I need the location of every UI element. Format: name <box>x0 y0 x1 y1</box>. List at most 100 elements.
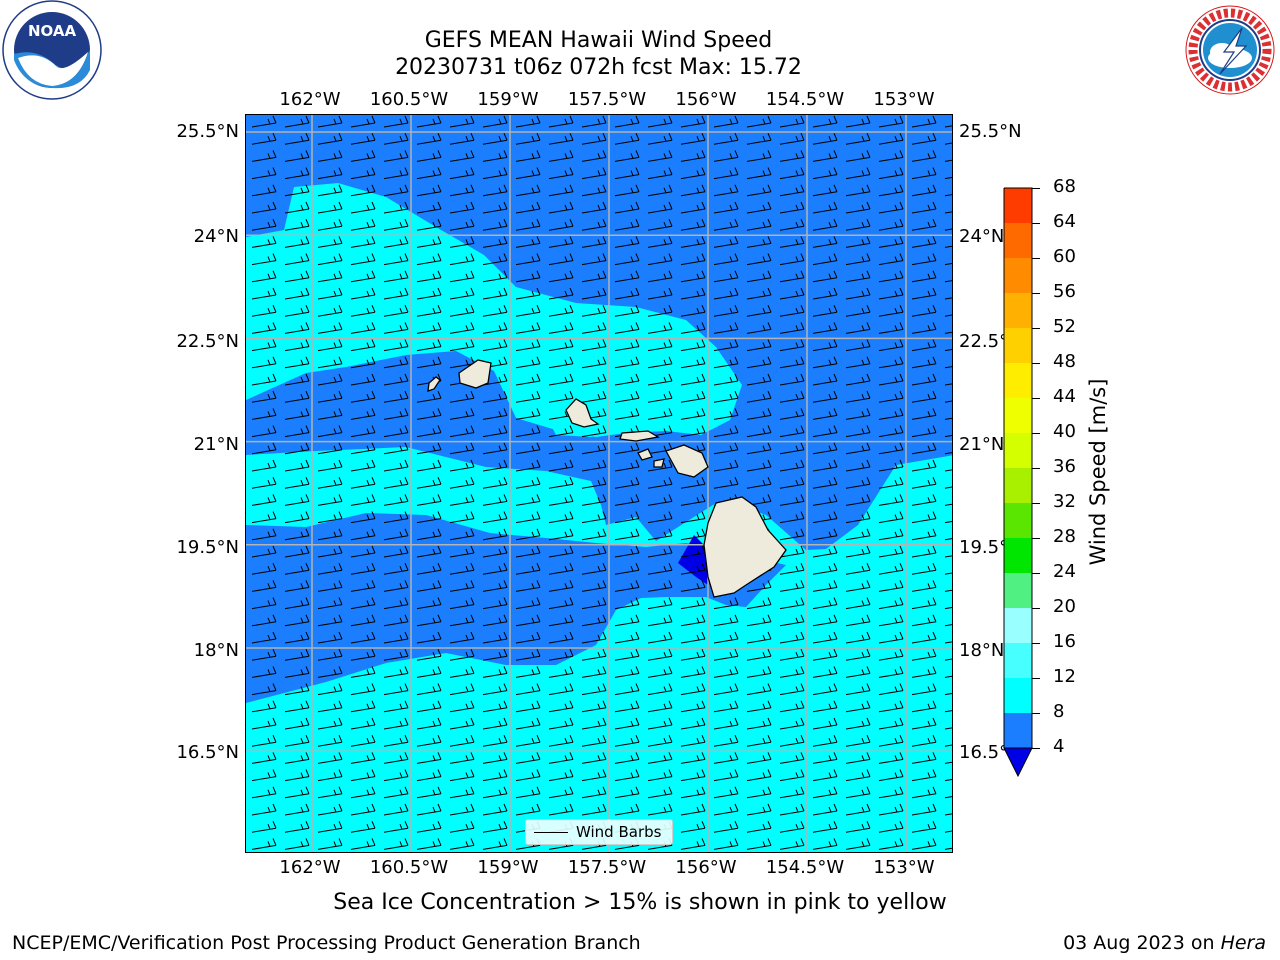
colorbar-tick-label: 48 <box>1053 351 1076 372</box>
run-date-text: 03 Aug 2023 on <box>1063 932 1221 954</box>
colorbar-swatch <box>1004 258 1032 293</box>
colorbar-tick-mark <box>1032 747 1040 749</box>
lat-label-right: 21°N <box>959 434 1005 455</box>
colorbar-tick-mark <box>1032 292 1040 294</box>
map-title: GEFS MEAN Hawaii Wind Speed <box>424 28 773 53</box>
colorbar-swatch <box>1004 713 1032 748</box>
lon-label-top: 157.5°W <box>567 89 647 110</box>
legend-line-icon <box>534 832 568 833</box>
lon-label-top: 160.5°W <box>369 89 449 110</box>
lat-label-left: 24°N <box>193 226 239 247</box>
island-maui <box>665 444 709 478</box>
lon-label-bottom: 159°W <box>477 857 539 878</box>
lon-label-bottom: 157.5°W <box>567 857 647 878</box>
island-molokai <box>619 430 660 442</box>
colorbar-tick-mark <box>1032 502 1040 504</box>
colorbar-tick-mark <box>1032 572 1040 574</box>
colorbar-tick-label: 20 <box>1053 596 1076 617</box>
wind-speed-map <box>245 114 953 853</box>
colorbar-tick-label: 52 <box>1053 316 1076 337</box>
lat-label-left: 25.5°N <box>176 121 239 142</box>
colorbar-tick-label: 60 <box>1053 246 1076 267</box>
lat-label-right: 18°N <box>959 640 1005 661</box>
colorbar-swatch <box>1004 538 1032 573</box>
colorbar-tick-mark <box>1032 362 1040 364</box>
colorbar-swatch <box>1004 678 1032 713</box>
colorbar-tick-label: 12 <box>1053 666 1076 687</box>
colorbar-swatch <box>1004 503 1032 538</box>
lon-label-top: 159°W <box>477 89 539 110</box>
colorbar-swatch <box>1004 608 1032 643</box>
nws-logo <box>1176 2 1280 98</box>
colorbar-tick-mark <box>1032 537 1040 539</box>
colorbar-swatch <box>1004 433 1032 468</box>
colorbar-tick-mark <box>1032 327 1040 329</box>
colorbar-tick-label: 40 <box>1053 421 1076 442</box>
colorbar-tick-mark <box>1032 432 1040 434</box>
island-lanai <box>637 448 653 461</box>
wind-barbs <box>251 115 952 850</box>
colorbar-label: Wind Speed [m/s] <box>1086 378 1110 566</box>
lon-label-bottom: 160.5°W <box>369 857 449 878</box>
island-kahoolawe <box>653 458 665 468</box>
colorbar-tick-label: 16 <box>1053 631 1076 652</box>
run-date: 03 Aug 2023 on Hera <box>1063 932 1266 954</box>
lat-label-left: 18°N <box>193 640 239 661</box>
lon-label-top: 162°W <box>279 89 341 110</box>
host-name: Hera <box>1220 932 1266 954</box>
colorbar-swatch <box>1004 573 1032 608</box>
colorbar-tick-mark <box>1032 187 1040 189</box>
colorbar-tick-label: 44 <box>1053 386 1076 407</box>
colorbar-tick-mark <box>1032 397 1040 399</box>
lat-label-left: 22.5°N <box>176 331 239 352</box>
colorbar-tick-mark <box>1032 677 1040 679</box>
lat-lon-grid <box>246 115 952 852</box>
island-kauai <box>458 359 492 389</box>
noaa-logo: NOAA <box>0 0 104 104</box>
colorbar-tick-label: 36 <box>1053 456 1076 477</box>
lat-label-left: 19.5°N <box>176 537 239 558</box>
colorbar <box>1000 186 1040 786</box>
wind-band-8-12 <box>246 183 742 437</box>
colorbar-tick-label: 64 <box>1053 211 1076 232</box>
island-oahu <box>565 398 600 428</box>
colorbar-swatch <box>1004 398 1032 433</box>
wind-band-below-4 <box>678 535 708 585</box>
map-legend: Wind Barbs <box>525 819 673 845</box>
lat-label-left: 21°N <box>193 434 239 455</box>
colorbar-swatch <box>1004 468 1032 503</box>
lon-label-bottom: 154.5°W <box>765 857 845 878</box>
wind-barb-marks <box>251 115 952 850</box>
lon-label-bottom: 153°W <box>873 857 935 878</box>
colorbar-tick-label: 32 <box>1053 491 1076 512</box>
legend-label: Wind Barbs <box>576 823 662 841</box>
colorbar-swatches <box>1003 187 1033 778</box>
noaa-logo-text: NOAA <box>28 22 77 40</box>
lon-label-bottom: 162°W <box>279 857 341 878</box>
colorbar-extension <box>1003 747 1033 778</box>
colorbar-tick-mark <box>1032 257 1040 259</box>
lon-label-bottom: 156°W <box>675 857 737 878</box>
lat-label-left: 16.5°N <box>176 742 239 763</box>
colorbar-swatch <box>1004 363 1032 398</box>
colorbar-tick-label: 28 <box>1053 526 1076 547</box>
colorbar-tick-label: 68 <box>1053 176 1076 197</box>
lat-label-right: 24°N <box>959 226 1005 247</box>
colorbar-swatch <box>1004 328 1032 363</box>
map-canvas <box>246 115 952 852</box>
lon-label-top: 154.5°W <box>765 89 845 110</box>
lon-label-top: 156°W <box>675 89 737 110</box>
island-niihau <box>427 376 441 392</box>
colorbar-tick-mark <box>1032 642 1040 644</box>
colorbar-tick-mark <box>1032 222 1040 224</box>
island-hawaii <box>703 496 787 598</box>
credit-text: NCEP/EMC/Verification Post Processing Pr… <box>12 932 641 954</box>
colorbar-tick-mark <box>1032 467 1040 469</box>
colorbar-swatch <box>1004 643 1032 678</box>
colorbar-tick-label: 56 <box>1053 281 1076 302</box>
colorbar-swatch <box>1004 293 1032 328</box>
colorbar-swatch <box>1004 188 1032 223</box>
colorbar-tick-mark <box>1032 712 1040 714</box>
colorbar-tick-mark <box>1032 607 1040 609</box>
colorbar-tick-label: 8 <box>1053 701 1065 722</box>
